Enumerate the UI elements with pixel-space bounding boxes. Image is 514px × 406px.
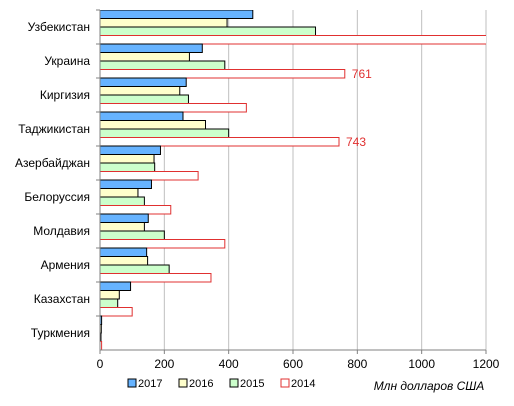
legend-swatch xyxy=(229,378,239,388)
bar-2015 xyxy=(100,196,145,206)
legend-swatch xyxy=(178,378,188,388)
bar-2017 xyxy=(100,111,184,121)
bar-2014 xyxy=(100,205,172,215)
x-tick-label: 1000 xyxy=(408,357,435,371)
bar-2014 xyxy=(100,103,247,113)
bar-2016 xyxy=(100,52,190,62)
bar-2016 xyxy=(100,222,145,232)
bar-2015 xyxy=(100,94,189,104)
bar-2015 xyxy=(100,162,156,172)
bar-2014 xyxy=(100,137,340,147)
category-label: Молдавия xyxy=(33,224,90,238)
bar-2016 xyxy=(100,18,228,28)
bar-2016 xyxy=(100,86,181,96)
bar-2016 xyxy=(100,154,155,164)
bar-2014 xyxy=(100,69,346,79)
legend-label: 2014 xyxy=(291,378,315,390)
bar-2014 xyxy=(100,35,486,45)
category-label: Таджикистан xyxy=(18,122,90,136)
category-label: Узбекистан xyxy=(28,20,90,34)
bar-2014 xyxy=(100,341,103,350)
legend-item-2014: 2014 xyxy=(280,378,315,390)
x-tick-label: 800 xyxy=(347,357,367,371)
bar-2015 xyxy=(100,230,165,240)
grid-lines xyxy=(163,10,487,350)
legend-item-2015: 2015 xyxy=(229,378,264,390)
bar-2017 xyxy=(100,213,149,223)
bar-2017 xyxy=(100,77,187,87)
bar-2016 xyxy=(100,256,149,266)
x-tick-label: 200 xyxy=(154,357,174,371)
category-label: Украина xyxy=(44,54,90,68)
unit-label: Млн долларов США xyxy=(374,379,485,393)
bar-2014 xyxy=(100,171,199,181)
category-label: Туркмения xyxy=(31,326,90,340)
x-tick-label: 400 xyxy=(219,357,239,371)
bar-2015 xyxy=(100,298,119,308)
legend-swatch xyxy=(127,378,137,388)
legend-label: 2016 xyxy=(189,378,213,390)
legend-label: 2017 xyxy=(138,378,162,390)
data-label: 761 xyxy=(352,67,372,81)
bar-2016 xyxy=(100,120,207,130)
bar-2014 xyxy=(100,273,212,283)
legend-swatch xyxy=(280,378,290,388)
bar-2016 xyxy=(100,290,120,300)
legend: 2017 2016 2015 2014 xyxy=(127,378,315,390)
labels: 0 200 400 600 800 1000 1200 Узбекистан Украина Ки… xyxy=(15,20,500,371)
bar-2017 xyxy=(100,247,148,257)
axes xyxy=(96,9,487,354)
bar-2017 xyxy=(100,10,254,19)
x-tick-label: 0 xyxy=(97,357,104,371)
bar-2014 xyxy=(100,307,133,317)
category-label: Киргизия xyxy=(40,88,90,102)
bar-2017 xyxy=(100,43,203,53)
bar-2015 xyxy=(100,264,170,274)
category-label: Азербайджан xyxy=(15,156,90,170)
bar-2014 xyxy=(100,239,226,249)
legend-item-2017: 2017 xyxy=(127,378,162,390)
bar-2015 xyxy=(100,128,230,138)
x-tick-label: 1200 xyxy=(473,357,500,371)
bar-2017 xyxy=(100,179,152,189)
bar-2015 xyxy=(100,26,317,36)
legend-item-2016: 2016 xyxy=(178,378,213,390)
category-label: Белоруссия xyxy=(24,190,90,204)
category-label: Казахстан xyxy=(34,292,90,306)
bar-2015 xyxy=(100,60,226,70)
bars xyxy=(100,10,486,350)
legend-label: 2015 xyxy=(240,378,264,390)
category-label: Армения xyxy=(41,258,90,272)
bar-2016 xyxy=(100,188,139,198)
data-label: 743 xyxy=(346,135,366,149)
bar-2017 xyxy=(100,281,132,291)
x-tick-label: 600 xyxy=(283,357,303,371)
bar-2017 xyxy=(100,145,161,155)
